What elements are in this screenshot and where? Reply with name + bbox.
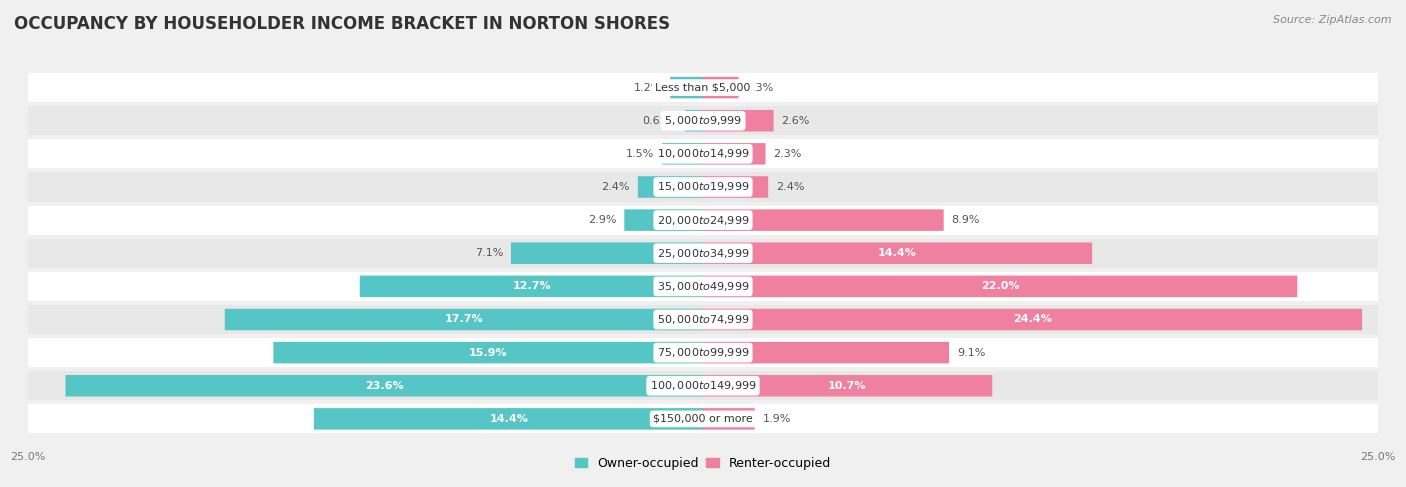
FancyBboxPatch shape	[703, 408, 755, 430]
FancyBboxPatch shape	[28, 139, 1378, 169]
FancyBboxPatch shape	[28, 73, 1378, 102]
FancyBboxPatch shape	[703, 176, 768, 198]
Text: $10,000 to $14,999: $10,000 to $14,999	[657, 148, 749, 160]
FancyBboxPatch shape	[671, 77, 703, 98]
Text: Source: ZipAtlas.com: Source: ZipAtlas.com	[1274, 15, 1392, 25]
Text: 10.7%: 10.7%	[828, 381, 866, 391]
Text: $100,000 to $149,999: $100,000 to $149,999	[650, 379, 756, 392]
Text: 14.4%: 14.4%	[877, 248, 917, 258]
Text: 0.65%: 0.65%	[643, 116, 678, 126]
Text: 8.9%: 8.9%	[952, 215, 980, 225]
Text: 2.3%: 2.3%	[773, 149, 801, 159]
FancyBboxPatch shape	[703, 243, 1092, 264]
Text: 7.1%: 7.1%	[475, 248, 503, 258]
Text: 1.2%: 1.2%	[634, 83, 662, 93]
Text: 1.5%: 1.5%	[626, 149, 654, 159]
Text: 24.4%: 24.4%	[1012, 315, 1052, 324]
Text: 14.4%: 14.4%	[489, 414, 529, 424]
Text: 22.0%: 22.0%	[981, 281, 1019, 291]
Text: $15,000 to $19,999: $15,000 to $19,999	[657, 181, 749, 193]
Text: 15.9%: 15.9%	[470, 348, 508, 357]
FancyBboxPatch shape	[28, 404, 1378, 433]
FancyBboxPatch shape	[28, 272, 1378, 301]
FancyBboxPatch shape	[28, 206, 1378, 235]
FancyBboxPatch shape	[314, 408, 703, 430]
FancyBboxPatch shape	[703, 77, 738, 98]
FancyBboxPatch shape	[685, 110, 703, 131]
FancyBboxPatch shape	[28, 338, 1378, 367]
Text: 17.7%: 17.7%	[444, 315, 484, 324]
FancyBboxPatch shape	[703, 276, 1298, 297]
Text: $75,000 to $99,999: $75,000 to $99,999	[657, 346, 749, 359]
Text: $50,000 to $74,999: $50,000 to $74,999	[657, 313, 749, 326]
Text: 2.4%: 2.4%	[776, 182, 804, 192]
Text: 1.3%: 1.3%	[747, 83, 775, 93]
FancyBboxPatch shape	[273, 342, 703, 363]
Text: OCCUPANCY BY HOUSEHOLDER INCOME BRACKET IN NORTON SHORES: OCCUPANCY BY HOUSEHOLDER INCOME BRACKET …	[14, 15, 671, 33]
Text: 1.9%: 1.9%	[762, 414, 790, 424]
FancyBboxPatch shape	[28, 172, 1378, 202]
Text: $25,000 to $34,999: $25,000 to $34,999	[657, 247, 749, 260]
FancyBboxPatch shape	[624, 209, 703, 231]
FancyBboxPatch shape	[703, 309, 1362, 330]
FancyBboxPatch shape	[703, 110, 773, 131]
FancyBboxPatch shape	[28, 371, 1378, 400]
FancyBboxPatch shape	[703, 375, 993, 396]
FancyBboxPatch shape	[66, 375, 703, 396]
FancyBboxPatch shape	[662, 143, 703, 165]
Legend: Owner-occupied, Renter-occupied: Owner-occupied, Renter-occupied	[569, 452, 837, 475]
FancyBboxPatch shape	[28, 106, 1378, 135]
FancyBboxPatch shape	[28, 305, 1378, 334]
Text: Less than $5,000: Less than $5,000	[655, 83, 751, 93]
Text: 2.6%: 2.6%	[782, 116, 810, 126]
Text: 12.7%: 12.7%	[512, 281, 551, 291]
FancyBboxPatch shape	[28, 239, 1378, 268]
FancyBboxPatch shape	[510, 243, 703, 264]
FancyBboxPatch shape	[703, 143, 765, 165]
FancyBboxPatch shape	[703, 209, 943, 231]
Text: $35,000 to $49,999: $35,000 to $49,999	[657, 280, 749, 293]
FancyBboxPatch shape	[360, 276, 703, 297]
FancyBboxPatch shape	[225, 309, 703, 330]
FancyBboxPatch shape	[703, 342, 949, 363]
Text: $150,000 or more: $150,000 or more	[654, 414, 752, 424]
Text: 23.6%: 23.6%	[366, 381, 404, 391]
Text: $20,000 to $24,999: $20,000 to $24,999	[657, 214, 749, 226]
Text: 2.4%: 2.4%	[602, 182, 630, 192]
Text: $5,000 to $9,999: $5,000 to $9,999	[664, 114, 742, 127]
FancyBboxPatch shape	[638, 176, 703, 198]
Text: 9.1%: 9.1%	[956, 348, 986, 357]
Text: 2.9%: 2.9%	[588, 215, 617, 225]
